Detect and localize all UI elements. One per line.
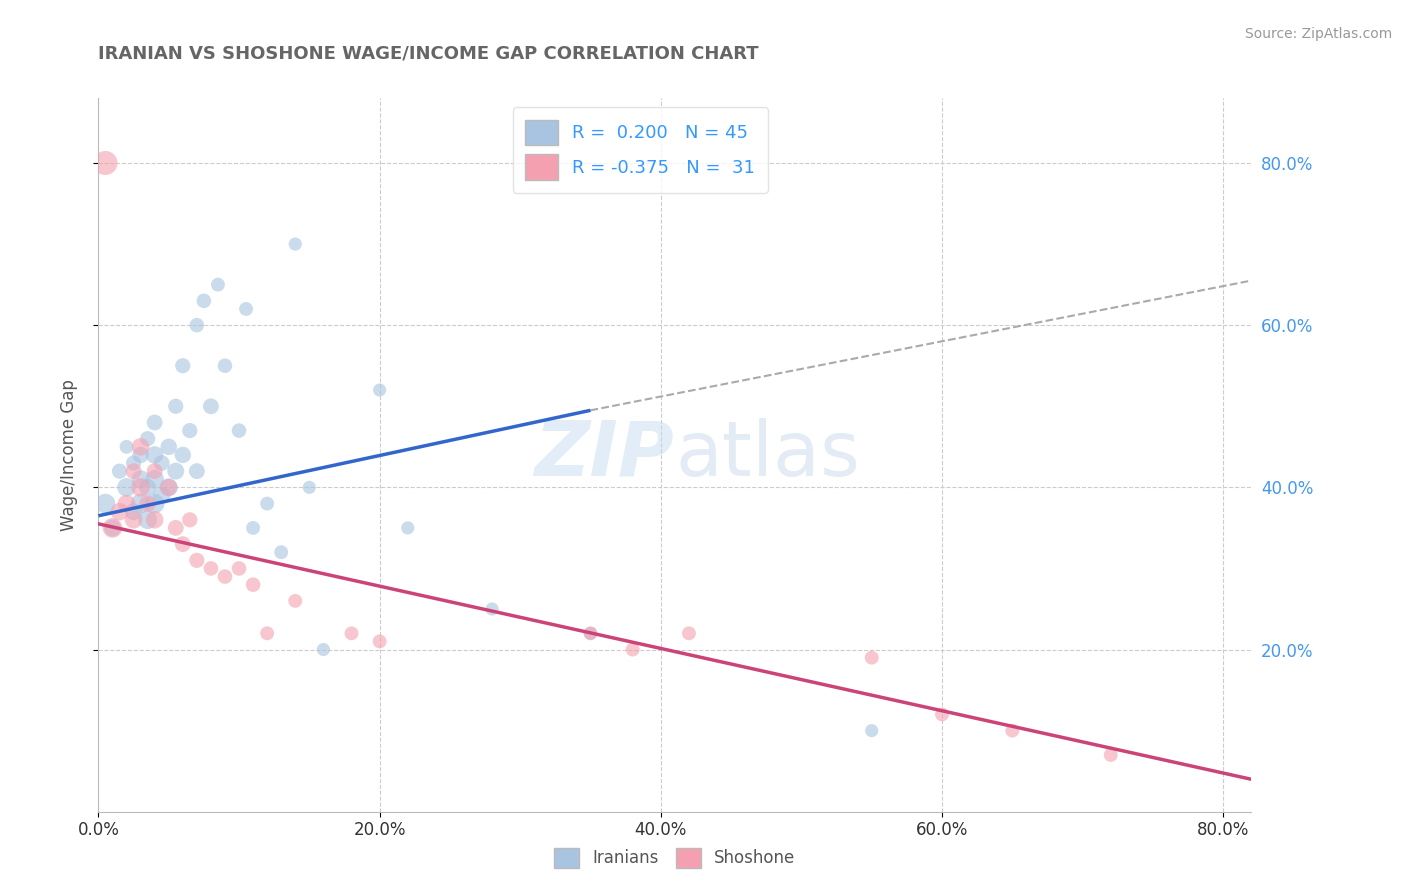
Point <box>270 545 292 559</box>
Point <box>157 480 180 494</box>
Point <box>860 723 883 738</box>
Point <box>129 448 152 462</box>
Text: Source: ZipAtlas.com: Source: ZipAtlas.com <box>1244 27 1392 41</box>
Point <box>186 318 208 333</box>
Point <box>621 642 644 657</box>
Point <box>115 480 138 494</box>
Point <box>228 424 250 438</box>
Point <box>214 359 236 373</box>
Point <box>368 634 391 648</box>
Point <box>172 448 194 462</box>
Point <box>150 456 173 470</box>
Point <box>94 497 117 511</box>
Point <box>284 594 307 608</box>
Point <box>136 513 159 527</box>
Point <box>165 464 187 478</box>
Point <box>242 521 264 535</box>
Point <box>1099 747 1122 762</box>
Point <box>136 432 159 446</box>
Point <box>396 521 419 535</box>
Point <box>115 497 138 511</box>
Point <box>931 707 953 722</box>
Point <box>481 602 503 616</box>
Point <box>579 626 602 640</box>
Point <box>129 440 152 454</box>
Point <box>256 626 278 640</box>
Point <box>129 497 152 511</box>
Point <box>172 537 194 551</box>
Point <box>115 440 138 454</box>
Point <box>122 513 145 527</box>
Point <box>214 569 236 583</box>
Point <box>340 626 363 640</box>
Point <box>186 553 208 567</box>
Point <box>207 277 229 292</box>
Point <box>129 472 152 486</box>
Point <box>579 626 602 640</box>
Point <box>108 464 131 478</box>
Point <box>143 464 166 478</box>
Point <box>193 293 215 308</box>
Point <box>179 424 201 438</box>
Legend: Iranians, Shoshone: Iranians, Shoshone <box>548 841 801 875</box>
Point <box>122 505 145 519</box>
Point <box>136 480 159 494</box>
Point <box>235 301 257 316</box>
Point <box>860 650 883 665</box>
Point <box>165 521 187 535</box>
Point <box>108 505 131 519</box>
Point <box>143 472 166 486</box>
Point <box>101 521 124 535</box>
Point <box>143 497 166 511</box>
Point <box>143 448 166 462</box>
Point <box>312 642 335 657</box>
Text: atlas: atlas <box>675 418 859 491</box>
Point <box>122 464 145 478</box>
Point <box>200 561 222 575</box>
Point <box>129 480 152 494</box>
Point <box>256 497 278 511</box>
Point <box>298 480 321 494</box>
Point <box>179 513 201 527</box>
Point <box>157 480 180 494</box>
Y-axis label: Wage/Income Gap: Wage/Income Gap <box>59 379 77 531</box>
Point <box>678 626 700 640</box>
Point <box>101 521 124 535</box>
Point <box>368 383 391 397</box>
Point <box>165 399 187 413</box>
Point <box>150 488 173 502</box>
Point <box>1001 723 1024 738</box>
Point <box>122 456 145 470</box>
Point <box>284 237 307 252</box>
Point <box>200 399 222 413</box>
Text: IRANIAN VS SHOSHONE WAGE/INCOME GAP CORRELATION CHART: IRANIAN VS SHOSHONE WAGE/INCOME GAP CORR… <box>98 45 759 62</box>
Point <box>94 156 117 170</box>
Point <box>136 497 159 511</box>
Point <box>157 440 180 454</box>
Point <box>172 359 194 373</box>
Point <box>143 513 166 527</box>
Point <box>242 577 264 591</box>
Point <box>143 416 166 430</box>
Text: ZIP: ZIP <box>536 418 675 491</box>
Point <box>228 561 250 575</box>
Point <box>186 464 208 478</box>
